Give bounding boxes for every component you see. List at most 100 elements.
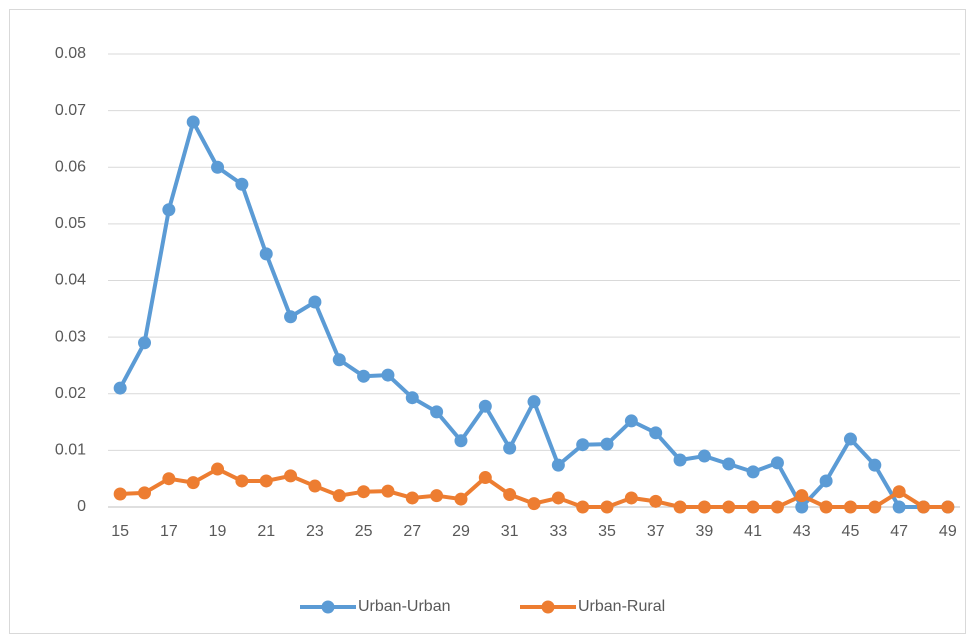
data-point bbox=[332, 489, 346, 503]
y-tick-label: 0 bbox=[77, 498, 86, 515]
data-point bbox=[284, 310, 298, 324]
data-point bbox=[819, 500, 833, 514]
data-point bbox=[405, 391, 419, 405]
x-tick-label: 27 bbox=[403, 523, 421, 540]
data-point bbox=[600, 500, 614, 514]
data-point bbox=[186, 476, 200, 490]
data-point bbox=[795, 500, 809, 514]
data-point bbox=[868, 500, 882, 514]
x-tick-label: 19 bbox=[209, 523, 227, 540]
y-tick-label: 0.02 bbox=[55, 385, 86, 402]
data-point bbox=[722, 500, 736, 514]
data-point bbox=[916, 500, 930, 514]
data-point bbox=[235, 177, 249, 191]
data-point bbox=[673, 453, 687, 467]
data-point bbox=[770, 456, 784, 470]
x-tick-label: 37 bbox=[647, 523, 665, 540]
legend-label: Urban-Urban bbox=[358, 598, 450, 615]
x-tick-label: 23 bbox=[306, 523, 324, 540]
data-point bbox=[551, 491, 565, 505]
data-point bbox=[527, 497, 541, 511]
data-point bbox=[600, 437, 614, 451]
data-point bbox=[624, 491, 638, 505]
data-point bbox=[868, 458, 882, 472]
x-tick-label: 41 bbox=[744, 523, 762, 540]
x-tick-label: 21 bbox=[257, 523, 275, 540]
data-point bbox=[746, 465, 760, 479]
data-point bbox=[649, 494, 663, 508]
x-tick-label: 39 bbox=[696, 523, 714, 540]
x-tick-label: 33 bbox=[549, 523, 567, 540]
data-point bbox=[308, 479, 322, 493]
data-point bbox=[576, 500, 590, 514]
x-tick-label: 35 bbox=[598, 523, 616, 540]
data-point bbox=[162, 203, 176, 217]
data-point bbox=[357, 369, 371, 383]
data-point bbox=[405, 491, 419, 505]
data-point bbox=[624, 414, 638, 428]
data-point bbox=[113, 381, 127, 395]
data-point bbox=[162, 472, 176, 486]
y-tick-label: 0.07 bbox=[55, 102, 86, 119]
data-point bbox=[430, 405, 444, 419]
data-point bbox=[478, 471, 492, 485]
data-point bbox=[697, 449, 711, 463]
data-point bbox=[138, 486, 152, 500]
data-point bbox=[430, 489, 444, 503]
data-point bbox=[697, 500, 711, 514]
x-tick-label: 49 bbox=[939, 523, 957, 540]
data-point bbox=[454, 434, 468, 448]
data-point bbox=[843, 432, 857, 446]
y-tick-label: 0.04 bbox=[55, 272, 86, 289]
data-point bbox=[941, 500, 955, 514]
data-point bbox=[284, 469, 298, 483]
data-point bbox=[454, 492, 468, 506]
y-tick-label: 0.01 bbox=[55, 442, 86, 459]
y-tick-label: 0.06 bbox=[55, 158, 86, 175]
y-tick-label: 0.05 bbox=[55, 215, 86, 232]
data-point bbox=[211, 160, 225, 174]
legend-marker bbox=[321, 600, 335, 614]
data-point bbox=[673, 500, 687, 514]
x-tick-label: 43 bbox=[793, 523, 811, 540]
data-point bbox=[211, 462, 225, 476]
data-point bbox=[332, 353, 346, 367]
data-point bbox=[843, 500, 857, 514]
data-point bbox=[503, 441, 517, 455]
data-point bbox=[770, 500, 784, 514]
data-point bbox=[649, 426, 663, 440]
data-point bbox=[478, 399, 492, 413]
x-tick-label: 31 bbox=[501, 523, 519, 540]
data-point bbox=[527, 395, 541, 409]
data-point bbox=[357, 485, 371, 499]
data-point bbox=[746, 500, 760, 514]
data-point bbox=[819, 474, 833, 488]
data-point bbox=[235, 474, 249, 488]
data-point bbox=[892, 500, 906, 514]
x-tick-label: 45 bbox=[842, 523, 860, 540]
data-point bbox=[186, 115, 200, 129]
chart-frame bbox=[9, 9, 966, 634]
data-point bbox=[308, 295, 322, 309]
data-point bbox=[381, 484, 395, 498]
data-point bbox=[113, 487, 127, 501]
data-point bbox=[381, 368, 395, 382]
data-point bbox=[138, 336, 152, 350]
x-tick-label: 29 bbox=[452, 523, 470, 540]
y-tick-label: 0.03 bbox=[55, 328, 86, 345]
x-tick-label: 47 bbox=[890, 523, 908, 540]
legend-marker bbox=[541, 600, 555, 614]
data-point bbox=[892, 485, 906, 499]
data-point bbox=[576, 438, 590, 452]
data-point bbox=[722, 457, 736, 471]
data-point bbox=[259, 474, 273, 488]
x-tick-label: 15 bbox=[111, 523, 129, 540]
x-tick-label: 17 bbox=[160, 523, 178, 540]
data-point bbox=[503, 488, 517, 502]
x-tick-label: 25 bbox=[355, 523, 373, 540]
legend-label: Urban-Rural bbox=[578, 598, 665, 615]
data-point bbox=[795, 489, 809, 503]
data-point bbox=[259, 247, 273, 261]
y-tick-label: 0.08 bbox=[55, 45, 86, 62]
